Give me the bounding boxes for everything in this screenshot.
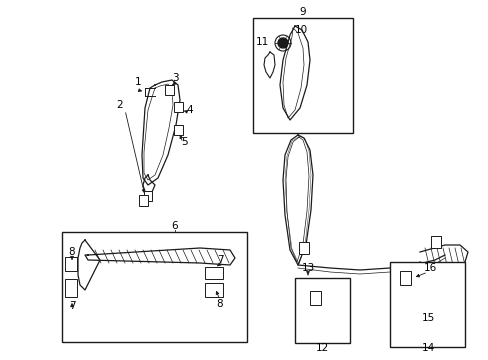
Bar [164,85,173,95]
Text: 9: 9 [299,7,305,17]
Bar [252,18,352,133]
Text: 3: 3 [171,73,178,83]
Text: 1: 1 [134,77,141,87]
Bar [204,267,223,279]
Text: 11: 11 [255,37,268,47]
Bar [173,125,182,135]
Text: 2: 2 [117,100,123,110]
Text: 14: 14 [421,343,434,353]
Text: 5: 5 [182,137,188,147]
Text: 7: 7 [216,255,223,265]
Circle shape [278,38,287,48]
Bar [204,283,223,297]
Bar [309,291,320,305]
Text: 7: 7 [68,301,75,311]
Text: 16: 16 [423,263,436,273]
Bar [143,191,152,201]
Text: 13: 13 [301,263,314,273]
Bar [298,242,308,254]
Bar [389,262,464,347]
Bar [138,194,147,206]
Bar [65,257,77,271]
Text: 10: 10 [294,25,307,35]
Bar [399,271,409,285]
Text: 12: 12 [315,343,328,353]
Bar [430,236,440,248]
Text: 6: 6 [171,221,178,231]
Text: 4: 4 [186,105,193,115]
Bar [173,102,182,112]
Bar [62,232,246,342]
Text: 8: 8 [68,247,75,257]
Text: 8: 8 [216,299,223,309]
Bar [294,278,349,343]
Bar [65,279,77,297]
Text: 15: 15 [421,313,434,323]
